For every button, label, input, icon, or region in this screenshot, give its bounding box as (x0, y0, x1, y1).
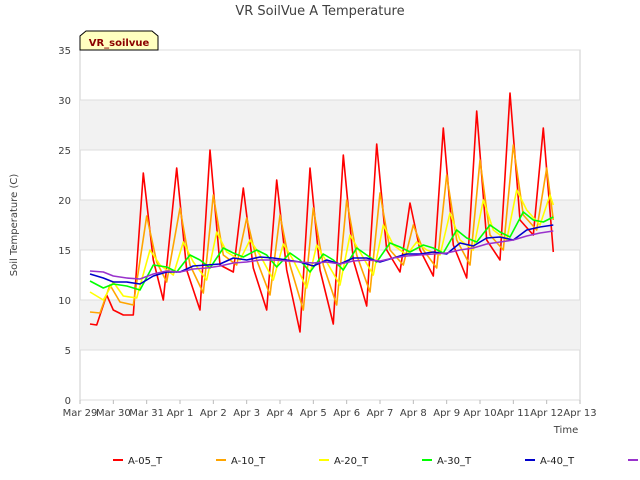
x-tick-label: Apr 3 (233, 408, 260, 419)
x-tick-label: Apr 10 (463, 408, 496, 419)
series-line-a-10-t (89, 144, 555, 314)
x-tick-label: Apr 5 (300, 408, 327, 419)
y-axis-label: Soil Temperature (C) (9, 174, 20, 277)
y-tick-label: 15 (58, 246, 71, 257)
x-tick-label: Mar 30 (96, 408, 131, 419)
x-axis-label: Time (553, 425, 578, 436)
x-tick-label: Apr 12 (530, 408, 563, 419)
x-tick-label: Apr 11 (497, 408, 530, 419)
legend-label: A-30_T (437, 456, 472, 467)
y-tick-label: 20 (58, 196, 71, 207)
y-tick-label: 5 (65, 346, 71, 357)
legend-label: A-20_T (334, 456, 369, 467)
y-tick-label: 10 (58, 296, 71, 307)
chart-title: VR SoilVue A Temperature (235, 4, 404, 19)
site-badge: VR_soilvue (79, 30, 159, 51)
site-badge-text: VR_soilvue (89, 38, 150, 49)
x-tick-label: Apr 8 (400, 408, 427, 419)
x-tick-label: Mar 31 (129, 408, 164, 419)
x-tick-label: Apr 2 (200, 408, 227, 419)
legend-label: A-05_T (128, 456, 163, 467)
legend-label: A-40_T (540, 456, 575, 467)
y-tick-label: 35 (58, 46, 71, 57)
series-lines (89, 92, 555, 333)
site-badge-box (79, 30, 159, 51)
x-tick-label: Apr 13 (563, 408, 596, 419)
x-tick-label: Apr 4 (267, 408, 294, 419)
x-tick-label: Apr 9 (433, 408, 460, 419)
legend: A-05_TA-10_TA-20_TA-30_TA-40_TA-50_T (113, 456, 638, 467)
y-gridlines (80, 49, 580, 401)
y-axis-ticks: 0 5 10 15 20 25 30 35 (58, 46, 71, 407)
series-line-a-50-t (89, 230, 554, 280)
x-tick-label: Apr 7 (367, 408, 394, 419)
plot-band (80, 100, 580, 150)
legend-label: A-10_T (231, 456, 266, 467)
x-tick-label: Mar 29 (63, 408, 98, 419)
y-tick-label: 25 (58, 146, 71, 157)
x-tick-label: Apr 1 (167, 408, 194, 419)
y-tick-label: 30 (58, 96, 71, 107)
x-tick-label: Apr 6 (333, 408, 360, 419)
y-tick-label: 0 (65, 396, 71, 407)
